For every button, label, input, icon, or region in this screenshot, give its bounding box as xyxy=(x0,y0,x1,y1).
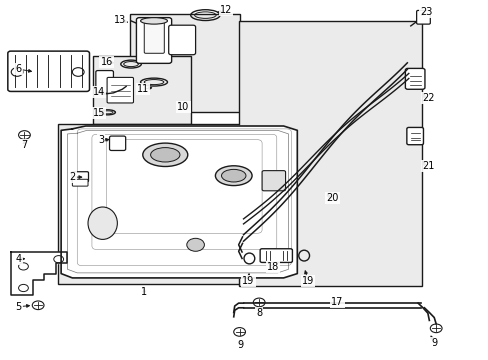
Text: 9: 9 xyxy=(237,340,243,350)
Polygon shape xyxy=(11,252,67,295)
Text: 20: 20 xyxy=(325,193,338,203)
Text: 9: 9 xyxy=(430,338,436,348)
Text: 12: 12 xyxy=(219,5,232,15)
FancyBboxPatch shape xyxy=(8,51,89,91)
Text: 10: 10 xyxy=(177,102,189,112)
Text: 15: 15 xyxy=(92,108,105,118)
Text: 2: 2 xyxy=(69,172,75,182)
Text: 22: 22 xyxy=(421,93,434,103)
Text: 5: 5 xyxy=(16,302,21,312)
Text: 8: 8 xyxy=(256,308,262,318)
Text: 4: 4 xyxy=(16,254,21,264)
FancyBboxPatch shape xyxy=(144,22,164,53)
Ellipse shape xyxy=(150,148,180,162)
Text: 3: 3 xyxy=(98,135,104,145)
Ellipse shape xyxy=(221,169,245,182)
Bar xyxy=(238,21,421,286)
Text: 6: 6 xyxy=(16,64,21,74)
Text: 11: 11 xyxy=(136,84,149,94)
Circle shape xyxy=(186,238,204,251)
Polygon shape xyxy=(61,126,297,278)
FancyBboxPatch shape xyxy=(416,10,429,24)
Text: 19: 19 xyxy=(301,276,314,286)
Bar xyxy=(93,56,190,124)
FancyBboxPatch shape xyxy=(406,127,423,145)
FancyBboxPatch shape xyxy=(72,172,88,182)
FancyBboxPatch shape xyxy=(168,25,195,55)
FancyBboxPatch shape xyxy=(405,68,424,89)
Text: 17: 17 xyxy=(330,297,343,307)
FancyBboxPatch shape xyxy=(96,71,113,93)
FancyBboxPatch shape xyxy=(72,179,88,186)
Bar xyxy=(129,14,239,112)
Ellipse shape xyxy=(88,207,117,239)
FancyBboxPatch shape xyxy=(262,171,285,191)
FancyBboxPatch shape xyxy=(260,249,292,262)
Text: 16: 16 xyxy=(100,57,113,67)
Bar xyxy=(58,124,302,284)
Ellipse shape xyxy=(142,143,187,166)
Text: 21: 21 xyxy=(421,161,434,171)
Ellipse shape xyxy=(215,166,252,186)
FancyBboxPatch shape xyxy=(107,77,133,103)
Text: 23: 23 xyxy=(419,6,432,17)
Text: 14: 14 xyxy=(92,87,105,97)
Text: 19: 19 xyxy=(242,276,254,286)
Ellipse shape xyxy=(141,18,167,24)
FancyBboxPatch shape xyxy=(136,18,171,63)
Text: 1: 1 xyxy=(141,287,147,297)
Text: 7: 7 xyxy=(21,140,27,150)
Text: 18: 18 xyxy=(266,262,279,272)
Text: 13: 13 xyxy=(113,15,126,25)
FancyBboxPatch shape xyxy=(109,136,125,150)
